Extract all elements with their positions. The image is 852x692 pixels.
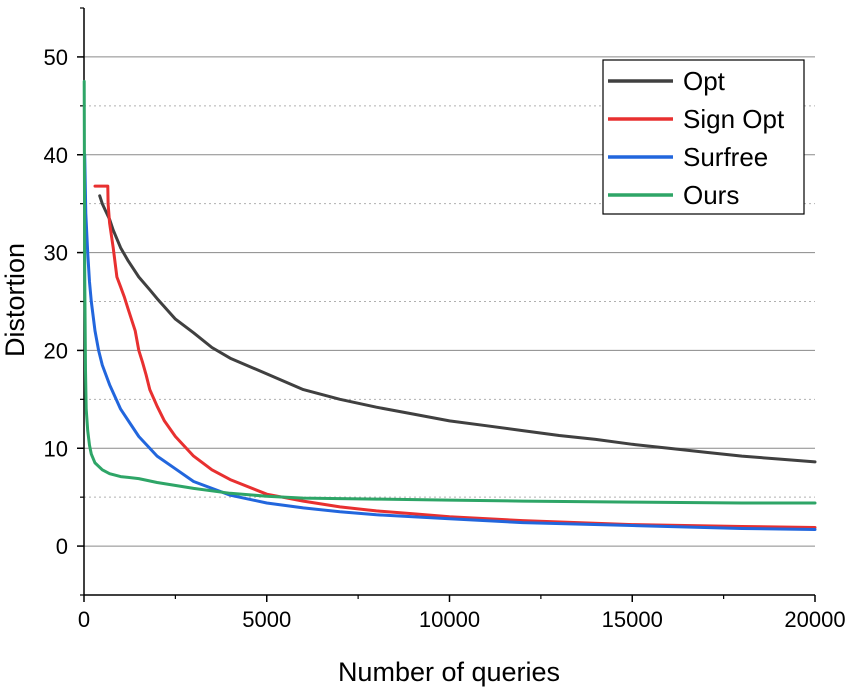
legend-label-surfree: Surfree xyxy=(683,142,768,172)
x-tick-label: 0 xyxy=(78,607,90,632)
legend-box xyxy=(602,59,805,215)
legend-label-opt: Opt xyxy=(683,66,726,96)
y-axis-title: Distortion xyxy=(0,243,30,357)
legend: Opt Sign Opt Surfree Ours xyxy=(602,59,805,215)
x-tick-label: 20000 xyxy=(784,607,845,632)
y-tick-label: 40 xyxy=(44,143,68,168)
grid xyxy=(84,56,815,547)
series-lines xyxy=(82,79,817,531)
series-line-ours xyxy=(82,79,817,505)
legend-label-ours: Ours xyxy=(683,180,739,210)
y-tick-label: 50 xyxy=(44,45,68,70)
series-line-opt xyxy=(98,194,817,464)
legend-label-sign-opt: Sign Opt xyxy=(683,104,785,134)
y-tick-label: 0 xyxy=(56,534,68,559)
axes: 0 10 20 30 40 50 0 5000 10000 15000 20000 xyxy=(44,7,846,632)
y-tick-label: 20 xyxy=(44,338,68,363)
x-tick-label: 15000 xyxy=(602,607,663,632)
series-line-sign-opt xyxy=(93,184,817,529)
x-tick-label: 10000 xyxy=(419,607,480,632)
y-tick-label: 30 xyxy=(44,241,68,266)
x-tick-label: 5000 xyxy=(242,607,291,632)
y-tick-label: 10 xyxy=(44,436,68,461)
series-line-surfree xyxy=(83,153,817,531)
x-axis-title: Number of queries xyxy=(338,657,560,687)
